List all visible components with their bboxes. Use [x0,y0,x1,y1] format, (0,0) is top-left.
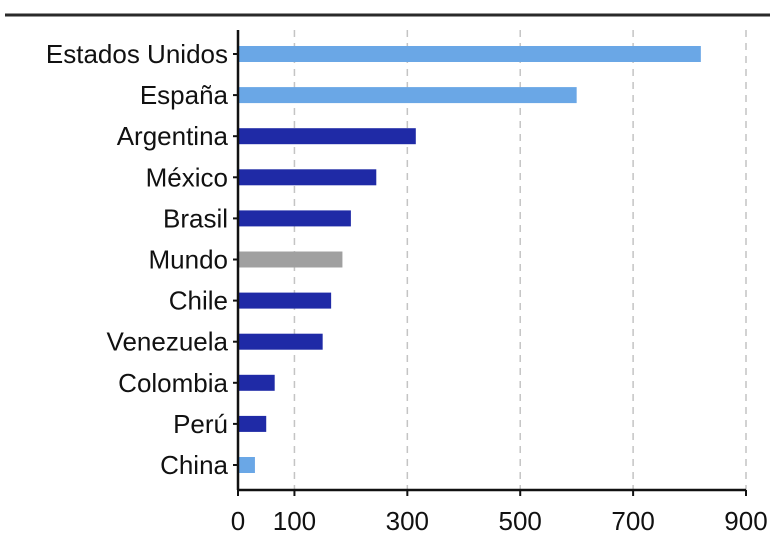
category-label-4: Brasil [163,203,228,233]
category-label-8: Colombia [118,368,228,398]
category-label-7: Venezuela [107,327,229,357]
category-label-1: España [140,80,229,110]
label-layer: Estados Unidos España Argentina México Brasi… [46,39,768,536]
x-tick-label-900: 900 [724,506,767,536]
bar-7 [238,333,323,350]
x-tick-label-0: 0 [231,506,245,536]
bar-3 [238,169,377,186]
category-label-3: México [146,162,228,192]
x-tick-label-500: 500 [499,506,542,536]
bar-9 [238,415,267,432]
bar-4 [238,210,351,227]
bar-5 [238,251,343,268]
category-label-2: Argentina [117,121,229,151]
category-label-10: China [160,450,228,480]
category-label-0: Estados Unidos [46,39,228,69]
bar-layer [238,46,701,473]
axis-layer [233,30,747,496]
x-tick-label-100: 100 [273,506,316,536]
bar-6 [238,292,332,309]
x-tick-label-300: 300 [386,506,429,536]
category-label-5: Mundo [149,245,229,275]
bar-0 [238,46,701,62]
bar-8 [238,374,275,391]
x-tick-label-700: 700 [611,506,654,536]
grid-layer [293,30,747,490]
category-label-6: Chile [169,286,228,316]
category-label-9: Perú [173,409,228,439]
bar-10 [238,457,255,473]
bar-2 [238,128,416,145]
bar-1 [238,87,577,104]
